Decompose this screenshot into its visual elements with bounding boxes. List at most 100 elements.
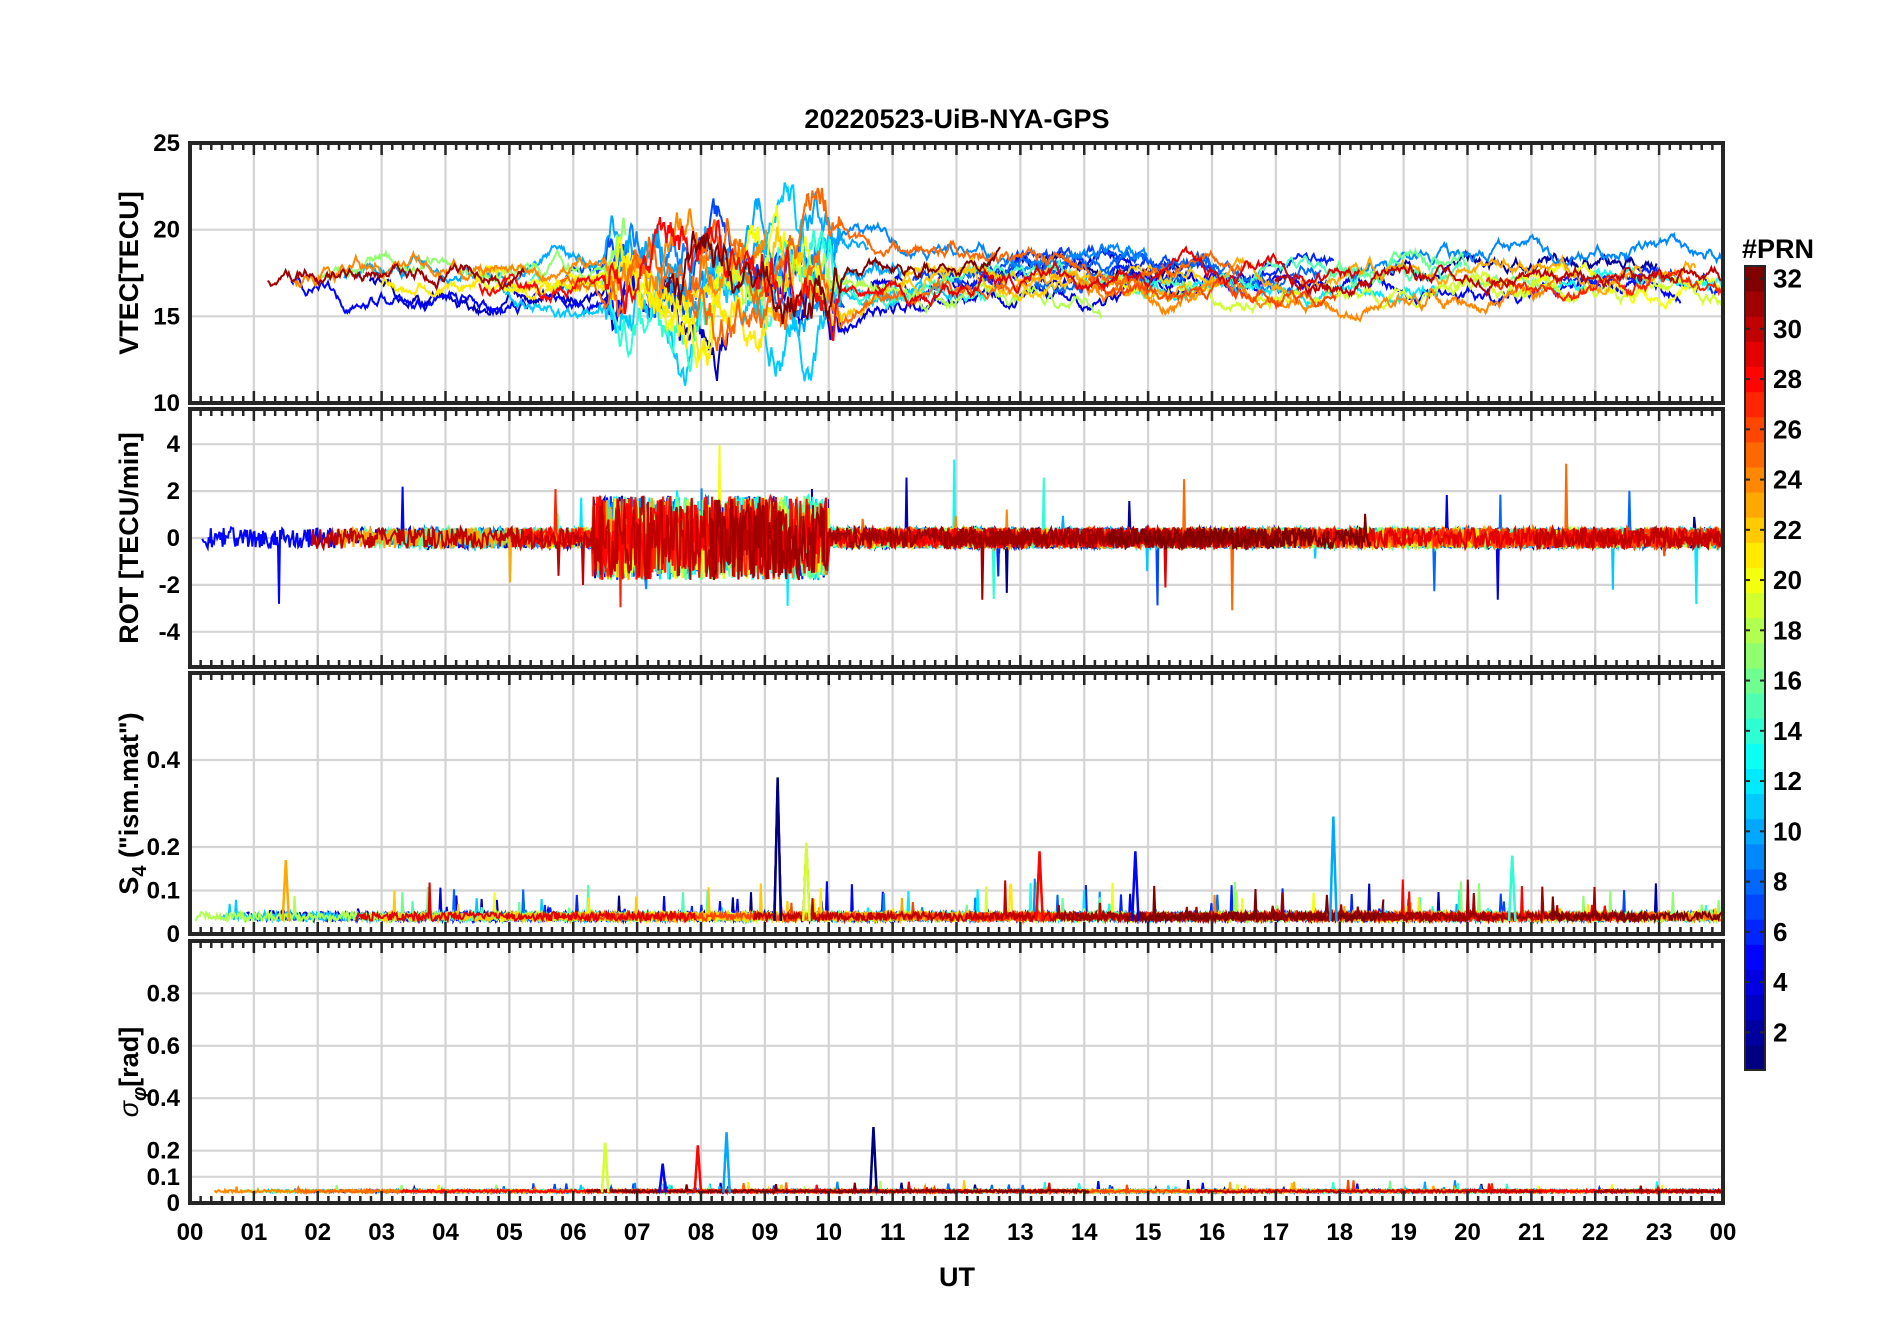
y-tick-label: 25 (153, 130, 180, 157)
y-label-subscript: 4 (129, 865, 151, 877)
x-tick-label: 13 (1007, 1219, 1034, 1246)
x-tick-label: 01 (241, 1219, 268, 1246)
prn-28-trace (478, 216, 885, 342)
colorbar-label: #PRN (1742, 234, 1814, 264)
peak-spike (281, 859, 291, 922)
prn-15-trace (848, 1132, 1169, 1197)
colorbar-frame (1744, 265, 1766, 1071)
colorbar-tick-label: 26 (1773, 414, 1802, 444)
colorbar-tick-label: 18 (1773, 615, 1802, 645)
x-tick-label: 19 (1390, 1219, 1417, 1246)
prn-29-trace (355, 882, 696, 925)
y-tick-label: 0 (167, 525, 180, 552)
colorbar-segment (1745, 1044, 1765, 1071)
colorbar-segment (1745, 919, 1765, 945)
colorbar-tick-label: 16 (1773, 666, 1802, 696)
prn-31-trace (267, 262, 525, 292)
prn-30-trace (1195, 1187, 1543, 1195)
peak-spike (773, 777, 783, 921)
peak-spike (1328, 816, 1338, 921)
prn-25-trace (689, 187, 1244, 329)
x-tick-label: 22 (1582, 1219, 1609, 1246)
colorbar-segment (1745, 316, 1765, 342)
colorbar-tick-label: 10 (1773, 816, 1802, 846)
x-tick-label: 08 (688, 1219, 715, 1246)
prn-23-trace (1300, 254, 1697, 296)
colorbar-segment (1745, 391, 1765, 418)
series-group (201, 445, 1723, 611)
colorbar-tick-label: 22 (1773, 515, 1802, 545)
y-label-subscript: φ (129, 1087, 151, 1101)
x-tick-label: 09 (752, 1219, 779, 1246)
x-tick-label: 16 (1199, 1219, 1226, 1246)
colorbar-segment (1745, 994, 1765, 1021)
colorbar-tick-label: 30 (1773, 314, 1802, 344)
colorbar-segment (1745, 441, 1765, 468)
colorbar-segment (1745, 642, 1765, 669)
x-tick-label: 10 (815, 1219, 842, 1246)
y-axis-label: ROT [TECU/min] (114, 432, 144, 643)
colorbar-segment (1745, 793, 1765, 820)
colorbar-segment (1745, 818, 1765, 845)
peak-spike (1035, 851, 1044, 922)
prn-26-trace (1478, 524, 1723, 551)
y-tick-label: 0.6 (147, 1033, 180, 1060)
peak-spike (1507, 855, 1517, 922)
prn-29-trace (876, 245, 1361, 308)
panel-2: -4 -2 0 2 4 ROT [TECU/min] (114, 407, 1725, 669)
colorbar-tick-label: 12 (1773, 766, 1802, 796)
colorbar-tick-label: 2 (1773, 1017, 1787, 1047)
y-label-main: σ (114, 1099, 144, 1117)
y-tick-label: -4 (159, 619, 181, 646)
x-tick-label: 03 (368, 1219, 395, 1246)
x-tick-label: 14 (1071, 1219, 1098, 1246)
prn-5-trace (422, 788, 830, 925)
peak-spike (801, 842, 811, 922)
prn-32-trace (664, 231, 1001, 325)
prn-30-trace (1534, 524, 1723, 552)
y-tick-label: 0.2 (147, 834, 180, 861)
y-axis-label: VTEC[TECU] (114, 191, 144, 355)
colorbar-segment (1745, 542, 1765, 568)
peak-spike (693, 1145, 703, 1193)
prn-17-trace (317, 217, 627, 285)
prn-9-trace (1350, 231, 1723, 285)
colorbar-tick-label: 8 (1773, 867, 1787, 897)
colorbar-tick-label: 28 (1773, 364, 1802, 394)
y-axis-label: S4 ("ism.mat") (114, 712, 151, 894)
colorbar-segment (1745, 467, 1765, 493)
y-tick-label: 0.8 (147, 980, 180, 1007)
series-group (194, 777, 1723, 925)
colorbar-segment (1745, 617, 1765, 644)
prn-30-trace (752, 789, 1173, 925)
prn-19-trace (1113, 270, 1580, 315)
x-tick-label: 20 (1454, 1219, 1481, 1246)
panel-1: 10 15 20 25 VTEC[TECU] (114, 130, 1725, 417)
x-tick-label: 04 (432, 1219, 459, 1246)
peak-spike (869, 1126, 878, 1193)
x-axis-label: UT (939, 1262, 975, 1292)
panels: 10 15 20 25 VTEC[TECU] -4 -2 0 2 4 ROT [TECU/min] 0… (114, 130, 1725, 1217)
y-tick-label: 0.2 (147, 1138, 180, 1165)
peak-spike (722, 1132, 731, 1193)
colorbar-segment (1745, 969, 1765, 996)
colorbar-segment (1745, 668, 1765, 694)
colorbar-tick-label: 6 (1773, 917, 1787, 947)
prn-31-trace (1150, 879, 1649, 925)
y-label-main: S (114, 877, 144, 895)
peak-spike (600, 1142, 610, 1193)
x-tick-label: 21 (1518, 1219, 1545, 1246)
x-tick-label: 00 (177, 1219, 204, 1246)
colorbar-tick-label: 14 (1773, 716, 1802, 746)
panel-4: 00.10.2 0.4 0.6 0.8 σφ[rad] (114, 939, 1725, 1217)
prn-24-trace (292, 208, 768, 299)
colorbar-segment (1745, 718, 1765, 744)
prn-27-trace (1485, 269, 1723, 302)
x-tick-label: 17 (1263, 1219, 1290, 1246)
x-tick-label: 06 (560, 1219, 587, 1246)
panel-3: 00.10.20.4S4 ("ism.mat") (114, 671, 1725, 948)
prn-5-trace (290, 269, 639, 324)
colorbar-tick-label: 4 (1773, 967, 1788, 997)
